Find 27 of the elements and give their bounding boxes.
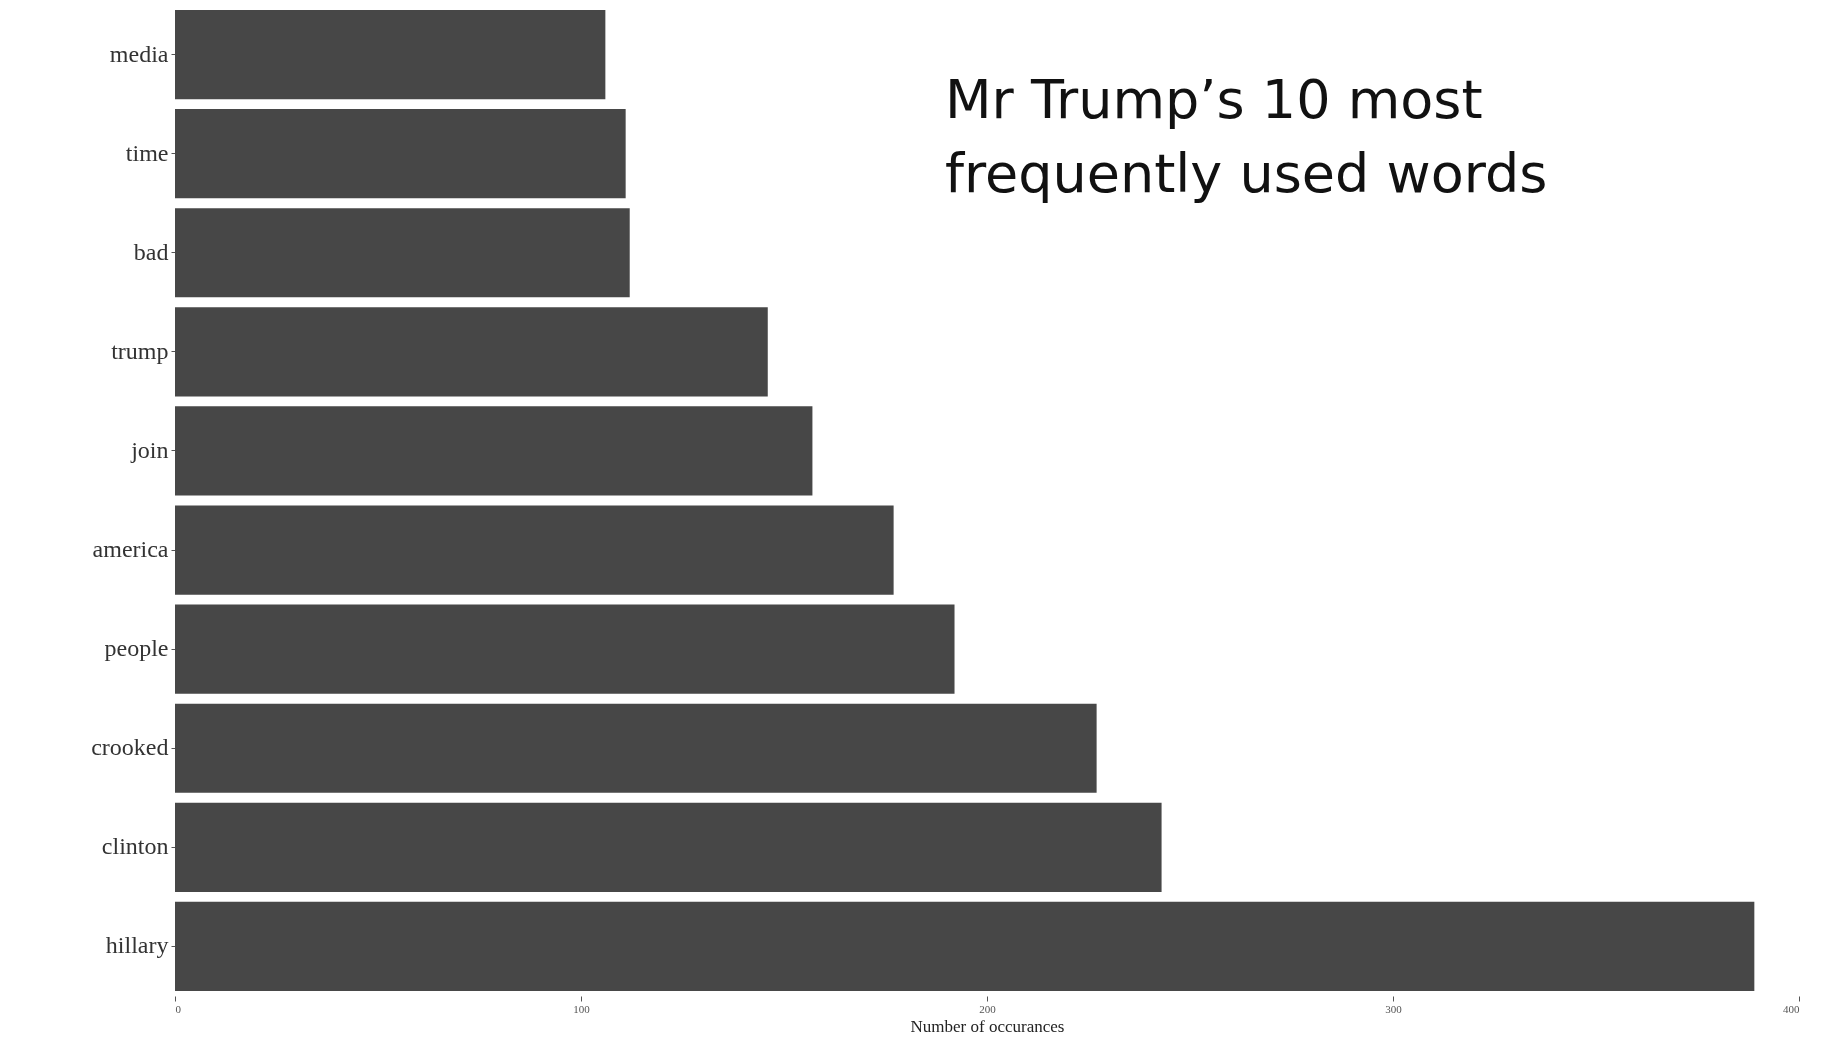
bar [175,703,1097,793]
text: Mr Trump’s 10 most frequently used words [945,68,1548,205]
y-tick-label: clinton [101,833,169,860]
y-tick-label: bad [133,238,169,265]
y-tick-label: join [130,436,169,463]
bar [175,802,1162,892]
bar [175,505,894,595]
x-tick-label: 300 [1385,1002,1403,1015]
x-axis-title: Number of occurances [910,1016,1065,1036]
y-tick-label: media [109,40,169,67]
x-tick-label: 100 [573,1002,591,1015]
y-tick-label: trump [111,337,169,364]
bar [175,604,955,694]
x-tick-label: 200 [979,1002,997,1015]
bar [175,109,626,199]
bar [175,406,813,496]
bar [175,9,606,100]
y-tick-label: people [104,635,169,662]
bar [175,307,768,397]
y-tick-label: time [125,139,169,166]
bar [175,901,1755,992]
y-tick-label: hillary [105,932,169,959]
x-tick-label: 400 [1783,1002,1800,1015]
x-tick-label: 0 [175,1002,182,1015]
y-tick-label: america [92,536,169,563]
y-tick-label: crooked [91,734,169,761]
bar [175,208,630,298]
